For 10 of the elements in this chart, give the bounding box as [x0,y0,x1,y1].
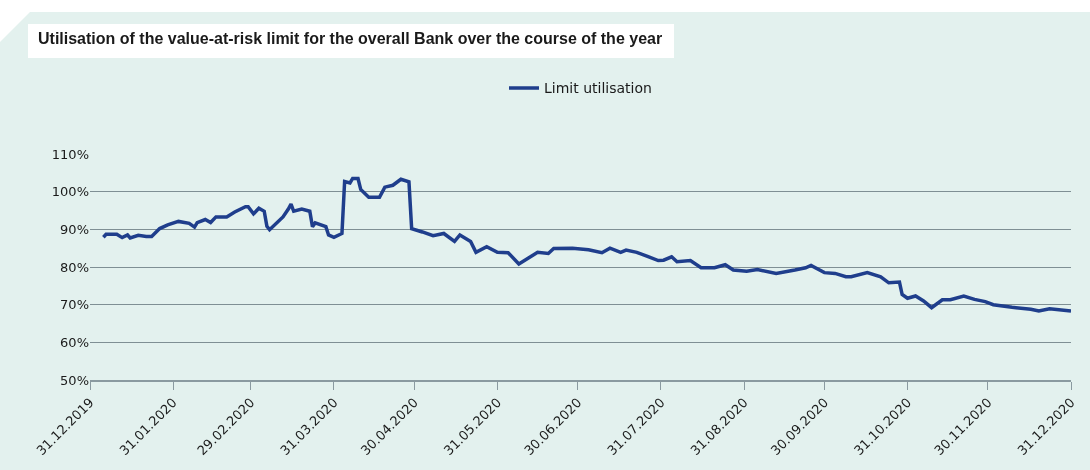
line-series [101,176,1071,313]
y-tick-label: 110% [51,146,89,162]
y-tick-label: 70% [60,297,89,313]
y-tick-label: 50% [60,372,89,388]
y-tick-label: 90% [60,221,89,237]
chart-title: Utilisation of the value-at-risk limit for the overall Bank over the course of the year [28,24,675,58]
y-tick-label: 60% [60,334,89,350]
legend-label: Limit utilisation [544,80,652,97]
y-tick-label: 80% [60,259,89,275]
y-tick-label: 100% [51,184,89,200]
